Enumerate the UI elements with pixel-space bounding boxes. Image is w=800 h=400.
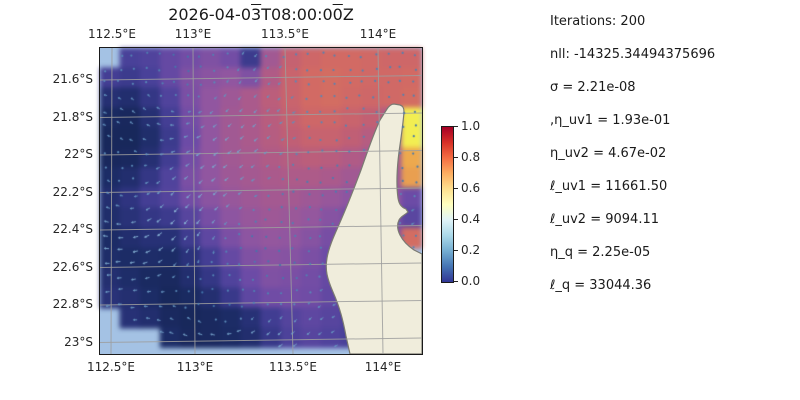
x-tick-label-top: 113°E [174,27,212,41]
y-tick-label: 21.8°S [52,109,93,124]
x-tick-label-top: 112.5°E [88,27,136,41]
stats-line: η_uv2 = 4.67e-02 [550,146,667,161]
stats-line: ℓ_uv2 = 9094.11 [550,212,659,227]
y-tick-label: 21.6°S [52,72,93,86]
colorbar [441,126,454,283]
x-tick-label-top: 114°E [359,27,397,41]
colorbar-tick [454,156,458,158]
title-part: Z [342,5,354,24]
colorbar-tick-label: 1.0 [461,119,481,133]
stats-line: ℓ_uv1 = 11661.50 [550,179,668,194]
colorbar-tick [454,249,458,251]
y-tick-label: 22.6°S [52,259,93,274]
colorbar-tick [454,218,458,220]
title-part: T08:00:0 [261,5,333,24]
stats-line: nll: -14325.34494375696 [550,47,716,62]
x-tick-label-bottom: 114°E [364,360,402,374]
colorbar-tick-label: 0.8 [461,150,481,164]
y-tick-label: 22.8°S [52,297,93,311]
colorbar-tick-label: 0.6 [461,181,481,195]
x-tick-label-top: 113.5°E [261,27,309,41]
quiver-canvas [100,48,422,354]
y-tick-label: 22.2°S [52,184,93,199]
title-part: 0 [332,5,343,24]
y-tick-label: 23°S [64,334,93,349]
colorbar-tick [454,280,458,282]
stats-line: ,η_uv1 = 1.93e-01 [550,113,671,128]
stats-line: ℓ_q = 33044.36 [550,278,652,293]
stats-line: Iterations: 200 [550,14,646,29]
x-tick-label-bottom: 113°E [176,360,214,374]
y-tick-label: 22.4°S [52,222,93,236]
stats-line: η_q = 2.25e-05 [550,245,651,260]
title-part: 3 [251,5,262,24]
stats-line: σ = 2.21e-08 [550,80,636,95]
map-plot [100,48,422,354]
colorbar-tick [454,187,458,189]
colorbar-tick-label: 0.2 [461,243,481,257]
colorbar-tick-label: 0.4 [461,212,481,226]
stats-panel: Iterations: 200 nll: -14325.34494375696 σ … [550,5,715,302]
figure-title: 2026-04-03T08:00:00Z [100,5,422,24]
y-tick-label: 22°S [64,147,93,161]
x-tick-label-bottom: 112.5°E [87,360,135,374]
x-tick-label-bottom: 113.5°E [269,360,317,374]
title-part: 2026-04-0 [168,5,251,24]
colorbar-tick-label: 0.0 [461,274,481,288]
colorbar-tick [454,125,458,127]
